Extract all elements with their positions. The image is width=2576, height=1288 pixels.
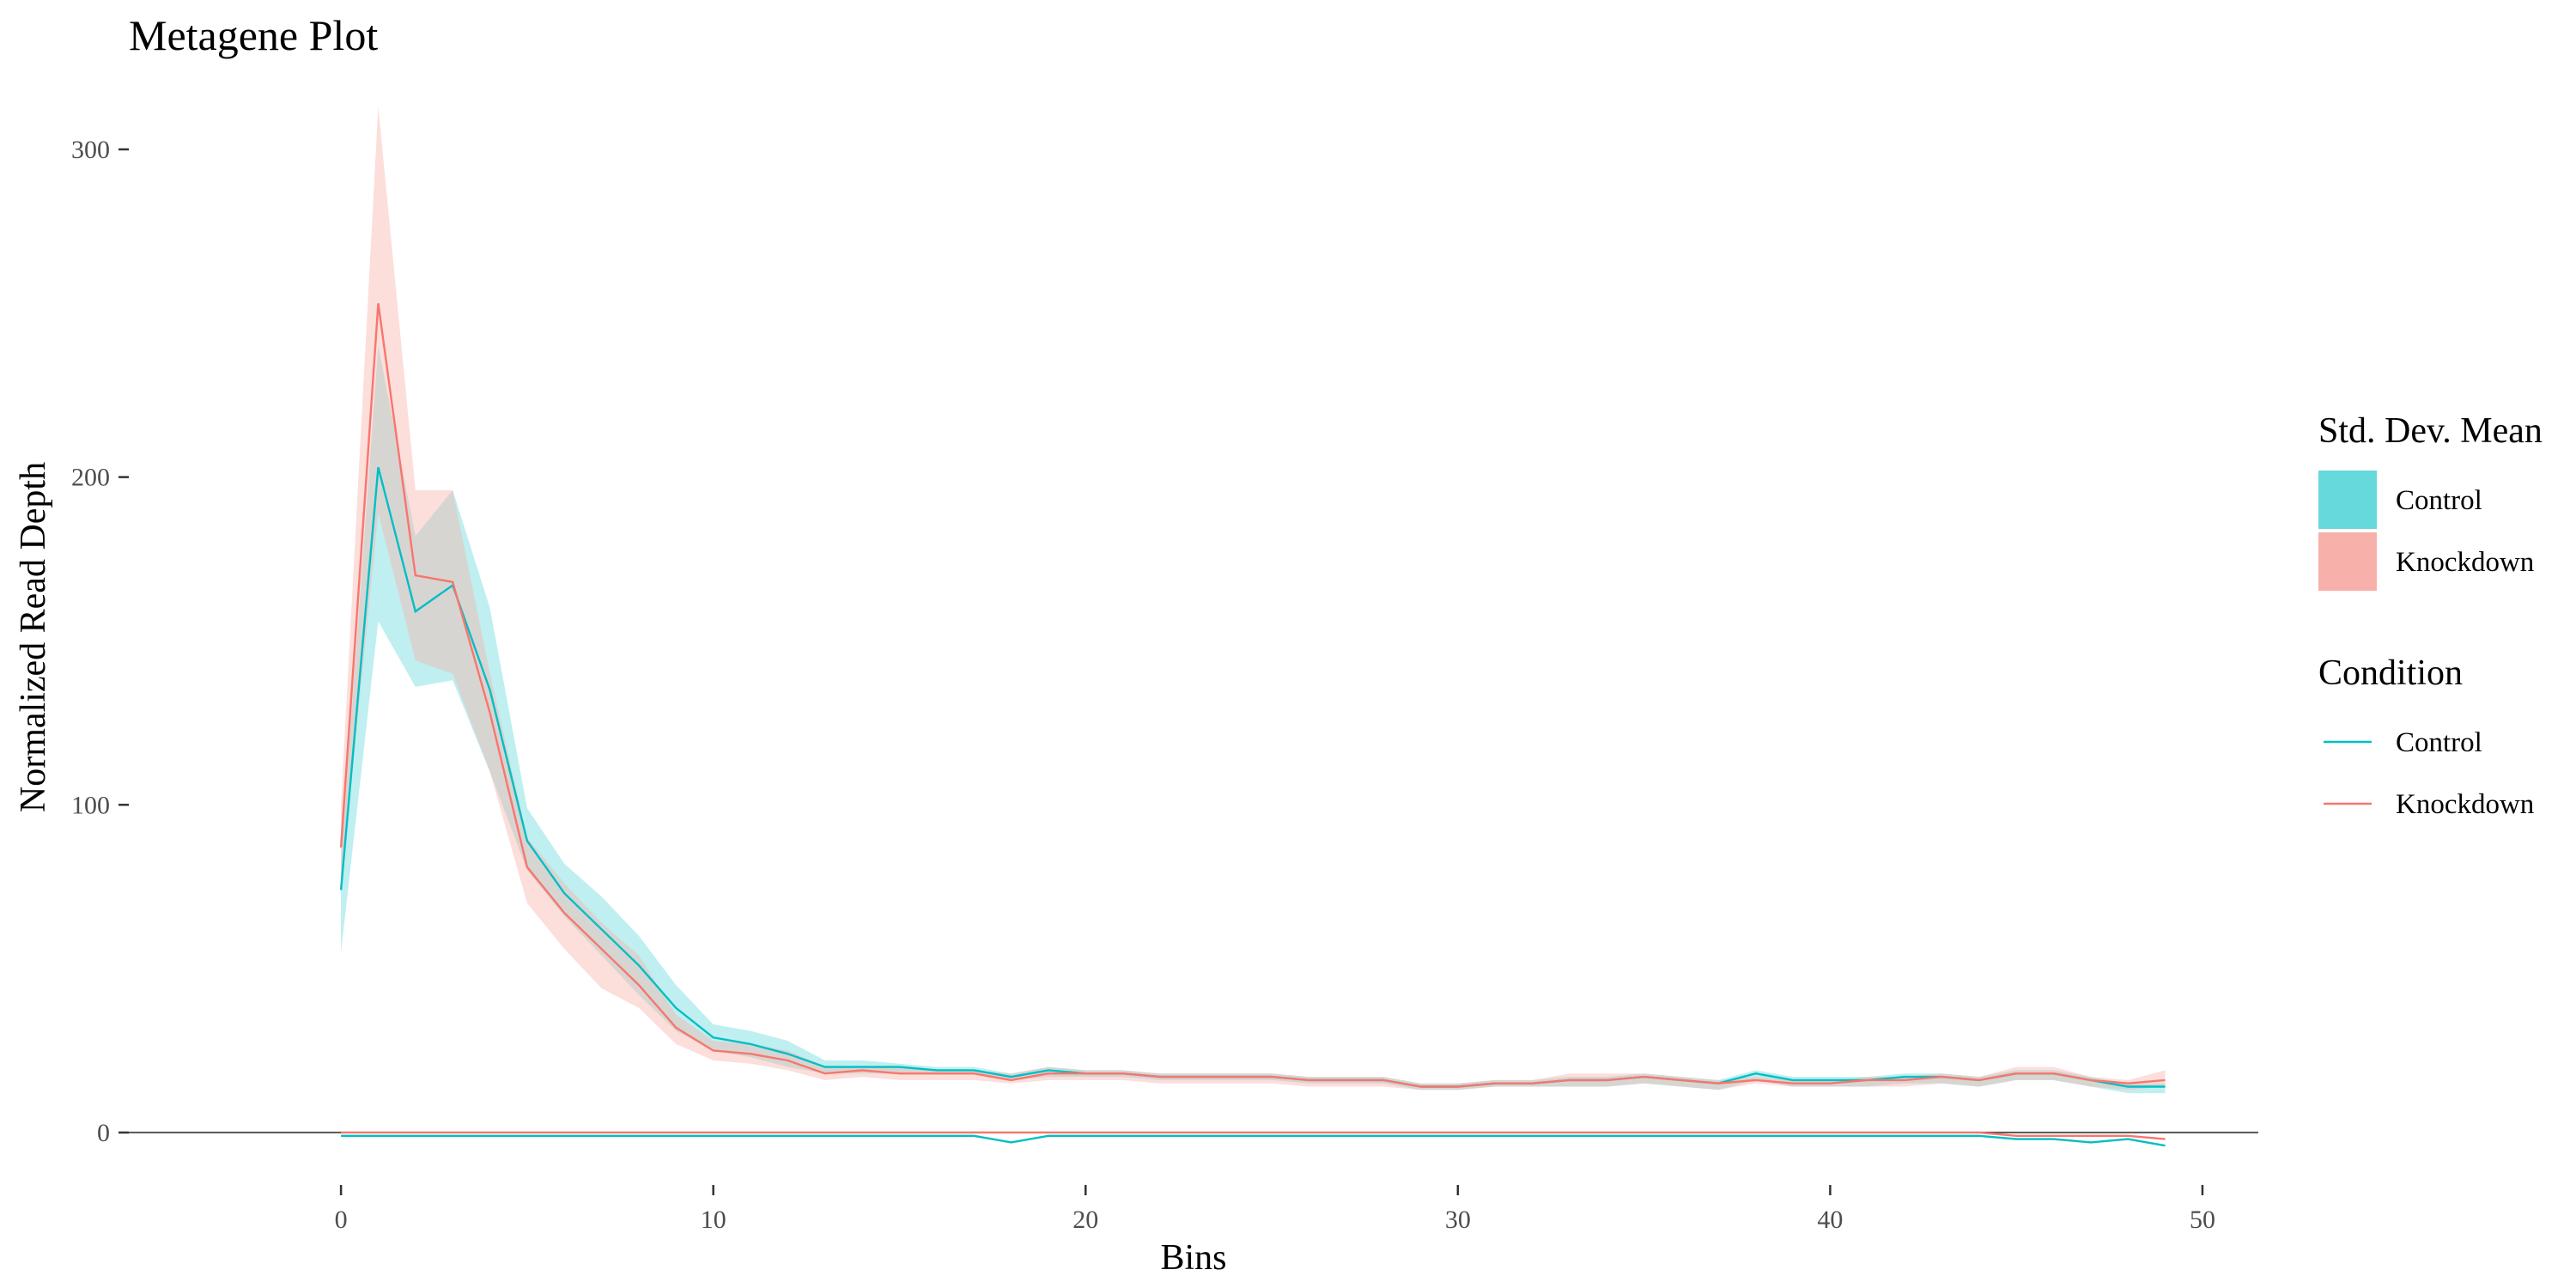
chart-title: Metagene Plot: [129, 11, 378, 59]
x-tick-label-20: 20: [1072, 1206, 1098, 1234]
series-lines: [339, 303, 2166, 1147]
legend-label-control: Control: [2396, 485, 2482, 516]
legend-key-fill-control: [2318, 471, 2377, 529]
legend-title-condition: Condition: [2318, 653, 2463, 693]
legend-label-control: Control: [2396, 727, 2482, 758]
x-tick-label-0: 0: [335, 1206, 348, 1234]
y-tick-label-0: 0: [97, 1119, 110, 1147]
y-tick-label-100: 100: [71, 791, 110, 819]
legend-label-knockdown: Knockdown: [2396, 547, 2534, 578]
baseline-knockdown: [341, 1131, 2166, 1140]
baseline-control: [341, 1134, 2166, 1147]
x-tick-label-40: 40: [1817, 1206, 1843, 1234]
x-tick-label-30: 30: [1445, 1206, 1471, 1234]
std-dev-bands: [341, 106, 2166, 1094]
y-tick-label-300: 300: [71, 136, 110, 164]
axes: 0 100 200 300 0 10 20 30 40 50: [71, 136, 2215, 1234]
legend-label-knockdown: Knockdown: [2396, 789, 2534, 820]
y-tick-label-200: 200: [71, 464, 110, 492]
legend-title-std-dev-mean: Std. Dev. Mean: [2318, 411, 2543, 451]
x-axis-title: Bins: [1160, 1238, 1226, 1278]
legend-key-fill-knockdown: [2318, 532, 2377, 591]
x-tick-label-10: 10: [701, 1206, 726, 1234]
x-tick-label-50: 50: [2190, 1206, 2215, 1234]
y-axis-title: Normalized Read Depth: [14, 462, 53, 812]
legend: Std. Dev. Mean Control Knockdown Condition C…: [2318, 411, 2543, 820]
line-knockdown: [339, 303, 2166, 1088]
